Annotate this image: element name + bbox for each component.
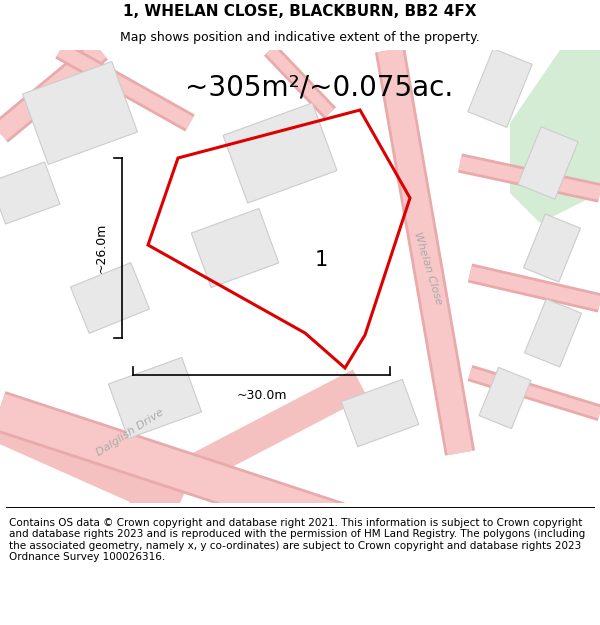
- Text: ~26.0m: ~26.0m: [95, 222, 108, 273]
- Text: Dalglish Drive: Dalglish Drive: [95, 408, 166, 459]
- Polygon shape: [191, 208, 279, 288]
- Text: Map shows position and indicative extent of the property.: Map shows position and indicative extent…: [120, 31, 480, 44]
- Polygon shape: [23, 61, 137, 164]
- Text: ~305m²/~0.075ac.: ~305m²/~0.075ac.: [185, 74, 453, 102]
- Polygon shape: [468, 49, 532, 128]
- Polygon shape: [479, 368, 531, 429]
- Polygon shape: [524, 299, 581, 367]
- Polygon shape: [0, 162, 60, 224]
- Polygon shape: [109, 357, 202, 439]
- Polygon shape: [518, 127, 578, 199]
- Polygon shape: [341, 379, 419, 447]
- Text: ~30.0m: ~30.0m: [236, 389, 287, 402]
- Polygon shape: [223, 103, 337, 203]
- Text: Contains OS data © Crown copyright and database right 2021. This information is : Contains OS data © Crown copyright and d…: [9, 518, 585, 562]
- Polygon shape: [510, 50, 600, 223]
- Text: Whelan Close: Whelan Close: [412, 231, 444, 306]
- Polygon shape: [71, 262, 149, 333]
- Polygon shape: [524, 214, 580, 282]
- Text: 1, WHELAN CLOSE, BLACKBURN, BB2 4FX: 1, WHELAN CLOSE, BLACKBURN, BB2 4FX: [123, 4, 477, 19]
- Text: 1: 1: [315, 249, 328, 269]
